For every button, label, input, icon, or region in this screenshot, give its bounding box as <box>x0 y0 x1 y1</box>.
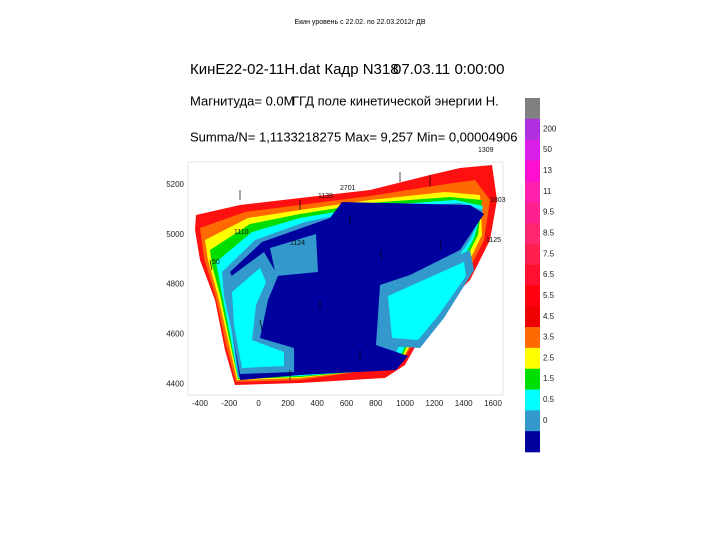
colorbar-swatch <box>525 160 540 182</box>
colorbar-swatch <box>525 118 540 140</box>
x-tick-label: 1000 <box>396 399 414 408</box>
colorbar-label: 7.5 <box>543 249 555 258</box>
colorbar-label: 50 <box>543 145 552 154</box>
colorbar-label: 6.5 <box>543 270 555 279</box>
x-tick-label: 1200 <box>426 399 444 408</box>
colorbar-swatch <box>525 222 540 245</box>
colorbar-swatch <box>525 243 540 265</box>
file-label: КинЕ22-02-11H.dat Кадр N318 <box>190 61 399 78</box>
colorbar-swatch <box>525 347 540 370</box>
stats: Summa/N= 1,1133218275 Max= 9,257 Min= 0,… <box>190 129 518 144</box>
colorbar-swatch <box>525 264 540 286</box>
colorbar-label: 5.5 <box>543 291 555 300</box>
colorbar-label: 0.5 <box>543 395 555 404</box>
colorbar-swatch <box>525 202 540 224</box>
point-label: 50 <box>212 259 220 266</box>
slide-title: Екин уровень с 22.02. по 22.03.2012г ДВ <box>294 19 425 26</box>
x-tick-label: 400 <box>311 399 325 408</box>
y-tick-label: 5000 <box>166 230 184 239</box>
y-tick-label: 5200 <box>166 180 184 189</box>
colorbar-swatch <box>525 98 540 120</box>
contour-map <box>187 161 504 396</box>
datetime: 07.03.11 0:00:00 <box>393 61 505 78</box>
colorbar-swatch <box>525 139 540 161</box>
colorbar-label: 8.5 <box>543 228 555 237</box>
colorbar-label: 0 <box>543 416 548 425</box>
point-label: 2701 <box>340 185 356 192</box>
x-tick-label: 200 <box>281 399 295 408</box>
colorbar-swatch <box>525 368 540 390</box>
wind-arrows <box>209 172 442 380</box>
x-tick-label: 1400 <box>455 399 473 408</box>
colorbar-swatch <box>525 181 540 203</box>
x-tick-label: 600 <box>340 399 354 408</box>
point-label: 1803 <box>490 197 506 204</box>
x-tick-label: -200 <box>221 399 238 408</box>
colorbar-label: 1.5 <box>543 374 555 383</box>
contour-lightblue-core <box>270 234 318 276</box>
plot-frame <box>187 161 504 396</box>
y-tick-label: 4800 <box>166 280 184 289</box>
colorbar-swatch <box>525 410 540 432</box>
colorbar-label: 3.5 <box>543 333 555 342</box>
x-tick-label: 0 <box>256 399 261 408</box>
colorbar-label: 11 <box>543 187 552 196</box>
colorbar-swatch <box>525 389 540 411</box>
contour-cyan-inner <box>232 268 284 368</box>
x-tick-label: 1600 <box>484 399 502 408</box>
colorbar-label: 13 <box>543 166 552 175</box>
x-tick-label: 800 <box>369 399 383 408</box>
colorbar-swatch <box>525 285 540 307</box>
colorbar-label: 200 <box>543 124 557 133</box>
point-label: 1125 <box>486 237 501 244</box>
y-tick-label: 4400 <box>166 379 184 388</box>
contour-cyan-right <box>388 262 466 340</box>
colorbar-label: 2.5 <box>543 353 555 362</box>
colorbar-label: 4.5 <box>543 312 555 321</box>
point-label: 1139 <box>318 193 333 200</box>
colorbar-label: 9.5 <box>543 208 555 217</box>
y-tick-label: 4600 <box>166 330 184 339</box>
colorbar-swatch <box>525 306 540 328</box>
x-tick-label: -400 <box>192 399 209 408</box>
point-label: 1124 <box>290 240 305 247</box>
point-label: 1309 <box>478 147 494 154</box>
point-label: 1110 <box>234 229 249 236</box>
colorbar-swatch <box>525 327 540 349</box>
magnitude: Магнитуда= 0.0M <box>190 93 294 108</box>
colorbar-swatch <box>525 431 540 453</box>
field-label: ГГД поле кинетической энергии Н. <box>292 93 499 108</box>
